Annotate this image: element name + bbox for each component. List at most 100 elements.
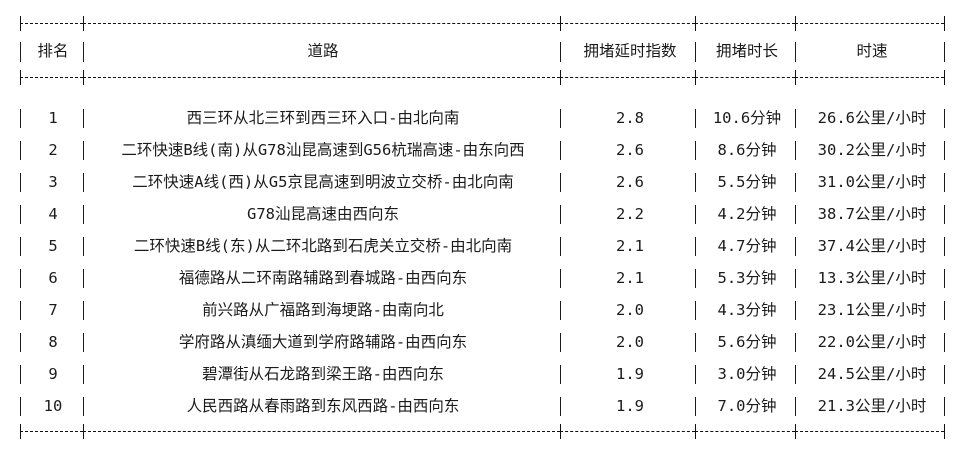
cell-speed: 22.0公里/小时 bbox=[817, 333, 927, 351]
cell-speed: 24.5公里/小时 bbox=[817, 365, 927, 383]
border-pipe bbox=[944, 237, 946, 256]
table-row: 5 二环快速B线(东)从二环北路到石虎关立交桥-由北向南 2.1 4.7分钟 37.4公… bbox=[0, 230, 959, 262]
border-pipe bbox=[83, 365, 85, 384]
border-pipe bbox=[83, 42, 85, 62]
border-pipe bbox=[20, 173, 22, 192]
cell-road: 前兴路从广福路到海埂路-由南向北 bbox=[202, 301, 444, 319]
border-pipe bbox=[83, 397, 85, 416]
cell-road: 人民西路从春雨路到东风西路-由西向东 bbox=[186, 397, 460, 415]
border-pipe bbox=[795, 237, 797, 256]
border-pipe bbox=[944, 109, 946, 128]
border-pipe bbox=[560, 397, 562, 416]
border-pipe bbox=[560, 333, 562, 352]
table-row: 6 福德路从二环南路辅路到春城路-由西向东 2.1 5.3分钟 13.3公里/小时 bbox=[0, 262, 959, 294]
cell-road: 碧潭街从石龙路到梁王路-由西向东 bbox=[202, 365, 444, 383]
border-pipe bbox=[83, 301, 85, 320]
border-pipe bbox=[944, 141, 946, 160]
border-pipe bbox=[944, 42, 946, 62]
table-row: 1 西三环从北三环到西三环入口-由北向南 2.8 10.6分钟 26.6公里/小时 bbox=[0, 102, 959, 134]
border-pipe bbox=[560, 141, 562, 160]
cell-rank: 6 bbox=[48, 269, 58, 287]
table-row: 8 学府路从滇缅大道到学府路辅路-由西向东 2.0 5.6分钟 22.0公里/小时 bbox=[0, 326, 959, 358]
border-pipe bbox=[944, 301, 946, 320]
border-pipe bbox=[695, 109, 697, 128]
cell-duration: 5.5分钟 bbox=[717, 173, 777, 191]
cell-index: 2.0 bbox=[616, 333, 644, 351]
border-pipe bbox=[944, 333, 946, 352]
border-pipe bbox=[695, 141, 697, 160]
border-pipe bbox=[20, 333, 22, 352]
border-pipe bbox=[795, 333, 797, 352]
border-pipe bbox=[560, 301, 562, 320]
border-pipe bbox=[795, 205, 797, 224]
cell-road: 二环快速B线(南)从G78汕昆高速到G56杭瑞高速-由东向西 bbox=[121, 141, 525, 159]
border-pipe bbox=[695, 365, 697, 384]
border-pipe bbox=[695, 397, 697, 416]
cell-speed: 30.2公里/小时 bbox=[817, 141, 927, 159]
border-pipe bbox=[795, 141, 797, 160]
cell-road: 二环快速B线(东)从二环北路到石虎关立交桥-由北向南 bbox=[133, 237, 513, 255]
border-pipe bbox=[795, 173, 797, 192]
cell-road: G78汕昆高速由西向东 bbox=[247, 205, 399, 223]
table-top-border bbox=[0, 14, 959, 34]
border-pipe bbox=[20, 269, 22, 288]
cell-index: 2.8 bbox=[616, 109, 644, 127]
column-header-index: 拥堵延时指数 bbox=[583, 42, 677, 60]
border-pipe bbox=[695, 237, 697, 256]
cell-speed: 26.6公里/小时 bbox=[817, 109, 927, 127]
cell-duration: 4.2分钟 bbox=[717, 205, 777, 223]
cell-rank: 8 bbox=[48, 333, 58, 351]
border-pipe bbox=[560, 109, 562, 128]
border-pipe bbox=[695, 269, 697, 288]
border-pipe bbox=[944, 365, 946, 384]
border-pipe bbox=[795, 365, 797, 384]
border-pipe bbox=[20, 42, 22, 62]
cell-duration: 5.6分钟 bbox=[717, 333, 777, 351]
border-pipe bbox=[944, 397, 946, 416]
cell-duration: 4.3分钟 bbox=[717, 301, 777, 319]
border-pipe bbox=[83, 205, 85, 224]
cell-speed: 21.3公里/小时 bbox=[817, 397, 927, 415]
cell-rank: 3 bbox=[48, 173, 58, 191]
border-pipe bbox=[20, 301, 22, 320]
header-body-gap bbox=[0, 88, 959, 102]
column-header-speed: 时速 bbox=[856, 42, 888, 60]
table-row: 2 二环快速B线(南)从G78汕昆高速到G56杭瑞高速-由东向西 2.6 8.6分钟 3… bbox=[0, 134, 959, 166]
border-pipe bbox=[695, 301, 697, 320]
cell-index: 2.0 bbox=[616, 301, 644, 319]
cell-duration: 5.3分钟 bbox=[717, 269, 777, 287]
border-pipe bbox=[83, 269, 85, 288]
border-pipe bbox=[560, 173, 562, 192]
table-row: 7 前兴路从广福路到海埂路-由南向北 2.0 4.3分钟 23.1公里/小时 bbox=[0, 294, 959, 326]
border-pipe bbox=[20, 397, 22, 416]
border-pipe bbox=[83, 333, 85, 352]
cell-road: 二环快速A线(西)从G5京昆高速到明波立交桥-由北向南 bbox=[132, 173, 514, 191]
cell-rank: 9 bbox=[48, 365, 58, 383]
table-row: 3 二环快速A线(西)从G5京昆高速到明波立交桥-由北向南 2.6 5.5分钟 31.0… bbox=[0, 166, 959, 198]
border-pipe bbox=[560, 269, 562, 288]
border-pipe bbox=[560, 365, 562, 384]
cell-index: 2.1 bbox=[616, 269, 644, 287]
cell-duration: 10.6分钟 bbox=[712, 109, 782, 127]
border-pipe bbox=[560, 205, 562, 224]
cell-index: 2.6 bbox=[616, 173, 644, 191]
column-header-road: 道路 bbox=[307, 42, 339, 60]
cell-speed: 37.4公里/小时 bbox=[817, 237, 927, 255]
border-pipe bbox=[944, 173, 946, 192]
cell-road: 学府路从滇缅大道到学府路辅路-由西向东 bbox=[178, 333, 468, 351]
table-header-separator bbox=[0, 68, 959, 88]
border-pipe bbox=[795, 301, 797, 320]
column-header-duration: 拥堵时长 bbox=[715, 42, 778, 60]
border-pipe bbox=[695, 173, 697, 192]
border-pipe bbox=[795, 109, 797, 128]
table-row: 10 人民西路从春雨路到东风西路-由西向东 1.9 7.0分钟 21.3公里/小时 bbox=[0, 390, 959, 422]
border-pipe bbox=[83, 173, 85, 192]
border-pipe bbox=[944, 205, 946, 224]
border-pipe bbox=[83, 237, 85, 256]
table-row: 9 碧潭街从石龙路到梁王路-由西向东 1.9 3.0分钟 24.5公里/小时 bbox=[0, 358, 959, 390]
cell-index: 1.9 bbox=[616, 397, 644, 415]
border-pipe bbox=[695, 205, 697, 224]
border-pipe bbox=[795, 42, 797, 62]
cell-index: 2.6 bbox=[616, 141, 644, 159]
